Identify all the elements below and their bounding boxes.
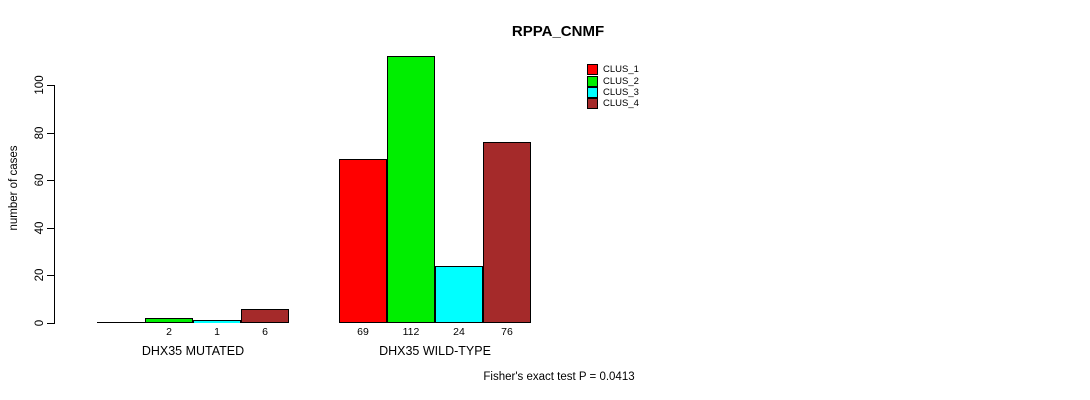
bar-value-label: 1 bbox=[214, 326, 220, 338]
legend-item: CLUS_2 bbox=[587, 75, 639, 87]
tick-mark bbox=[47, 180, 54, 182]
legend-label: CLUS_2 bbox=[603, 75, 639, 87]
legend-label: CLUS_1 bbox=[603, 64, 639, 76]
y-axis-title: number of cases bbox=[8, 145, 20, 231]
category-label: DHX35 WILD-TYPE bbox=[379, 344, 491, 358]
bar-value-label: 6 bbox=[262, 326, 268, 338]
legend-item: CLUS_3 bbox=[587, 86, 639, 98]
bar-clus_2-group2 bbox=[387, 56, 435, 323]
bar-value-label: 76 bbox=[501, 326, 513, 338]
chart-title: RPPA_CNMF bbox=[511, 23, 605, 40]
category-label: DHX35 MUTATED bbox=[141, 344, 245, 358]
tick-label: 40 bbox=[34, 221, 46, 235]
legend-swatch bbox=[587, 75, 598, 87]
tick-mark bbox=[47, 227, 54, 229]
legend-item: CLUS_1 bbox=[587, 64, 639, 76]
bar-value-label: 112 bbox=[402, 326, 420, 338]
tick-mark bbox=[47, 85, 54, 86]
bar-clus_3-group2 bbox=[435, 266, 483, 323]
bar-clus_4-group1 bbox=[241, 309, 289, 323]
legend-swatch bbox=[587, 98, 598, 110]
y-axis-line bbox=[54, 85, 55, 324]
legend-item: CLUS_4 bbox=[587, 98, 639, 110]
tick-label: 80 bbox=[34, 126, 46, 139]
bar-clus_1-group2 bbox=[339, 159, 387, 323]
tick-mark bbox=[47, 275, 54, 277]
tick-mark bbox=[47, 323, 54, 324]
tick-label: 0 bbox=[34, 319, 46, 327]
bar-clus_2-group1 bbox=[145, 318, 193, 323]
tick-label: 100 bbox=[34, 75, 46, 95]
tick-label: 20 bbox=[34, 268, 46, 282]
legend-swatch bbox=[587, 86, 598, 98]
bar-value-label: 2 bbox=[166, 326, 172, 338]
legend-label: CLUS_4 bbox=[603, 98, 639, 110]
annotation-text: Fisher's exact test P = 0.0413 bbox=[483, 371, 635, 383]
tick-label: 60 bbox=[34, 173, 46, 187]
bar-value-label: 69 bbox=[357, 326, 369, 338]
tick-mark bbox=[47, 132, 54, 134]
bar-clus_4-group2 bbox=[483, 142, 531, 323]
legend: CLUS_1 CLUS_2 CLUS_3 CLUS_4 bbox=[587, 64, 639, 110]
legend-swatch bbox=[587, 64, 598, 76]
legend-label: CLUS_3 bbox=[603, 86, 639, 98]
bar-value-label: 24 bbox=[453, 326, 465, 338]
bar-clus_1-group1-zero bbox=[97, 322, 145, 323]
bar-clus_3-group1 bbox=[193, 320, 241, 323]
